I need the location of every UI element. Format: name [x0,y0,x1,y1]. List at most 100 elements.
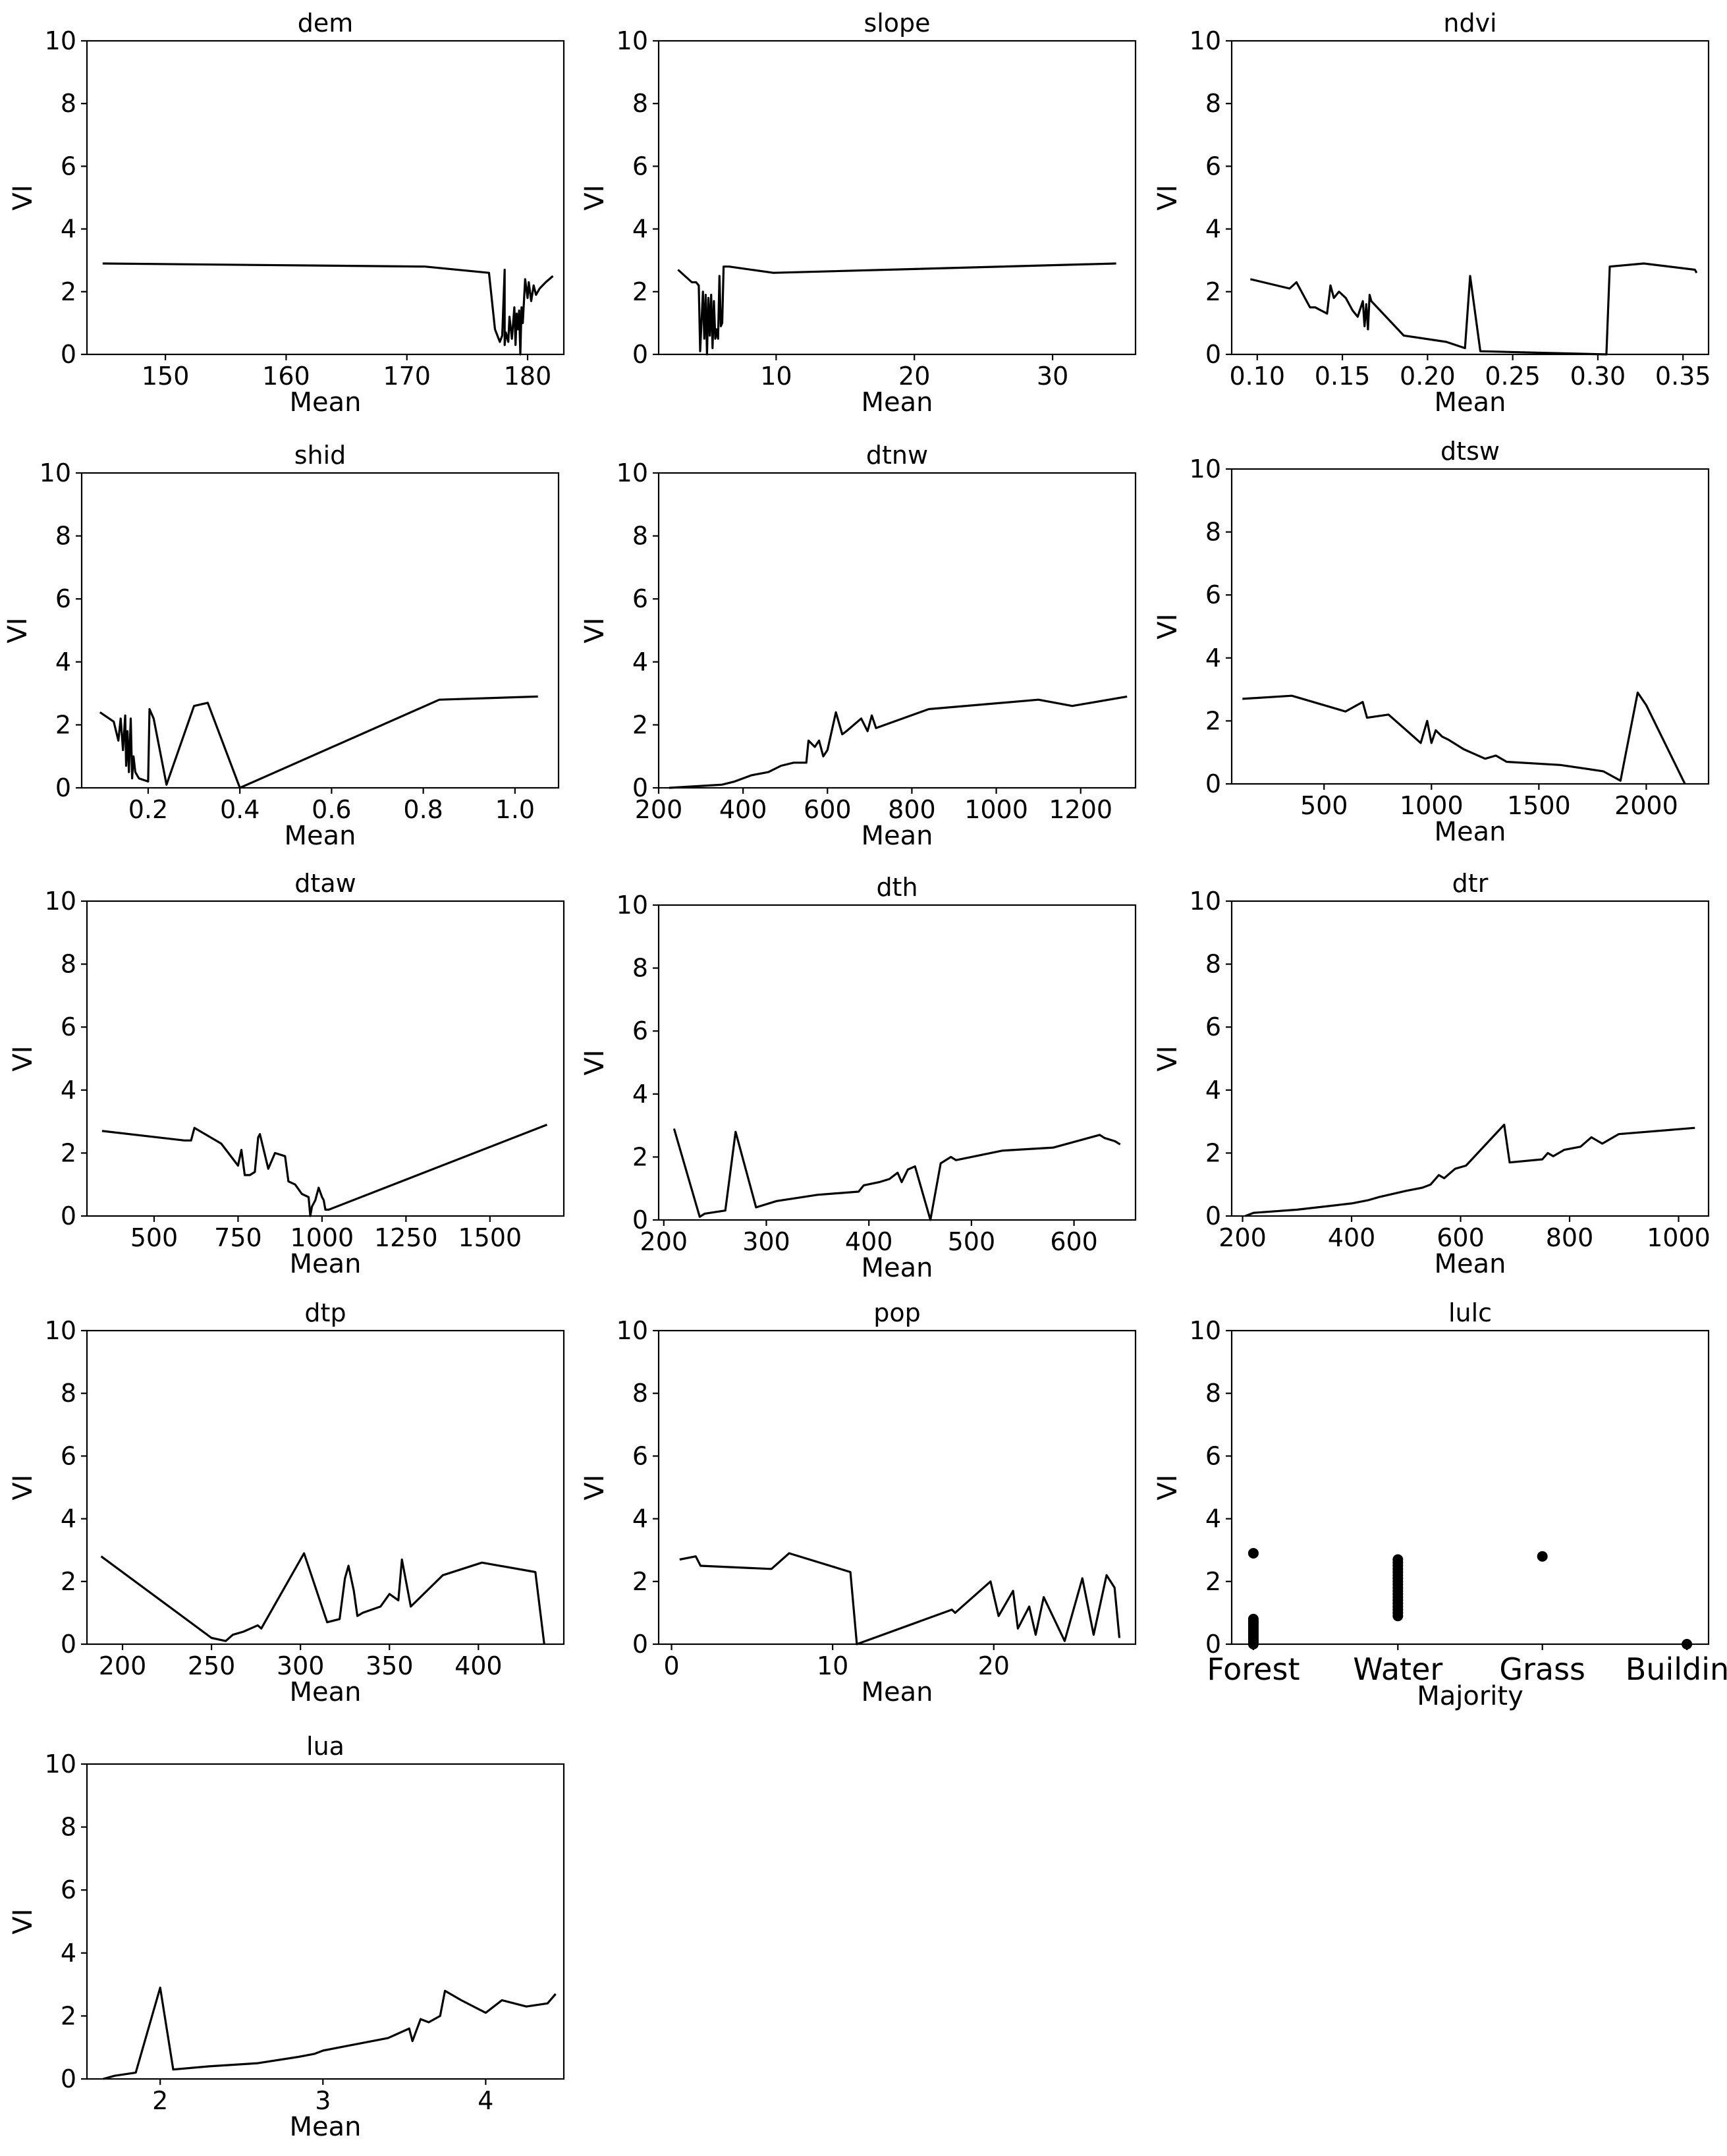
y-tick-label: 6 [1205,1012,1221,1041]
y-tick-label: 2 [1205,1138,1221,1167]
y-tick-label: 0 [61,1202,76,1230]
chart-title: lulc [1448,1298,1492,1327]
plot-frame [657,40,1137,356]
y-tick-label: 4 [632,1080,648,1109]
plot-frame [80,472,560,789]
y-tick-label: 0 [632,1205,648,1234]
plot-frame [86,1329,565,1645]
y-tick-label: 8 [1205,518,1221,547]
chart-title: dtsw [1440,437,1500,466]
y-axis-label: VI [580,1049,610,1075]
x-tick-label: 2000 [1614,791,1678,820]
series-line [102,262,554,356]
y-axis-label: VI [1153,1474,1183,1500]
series-line [672,1128,1121,1221]
panel-lua: lua 0 2 4 6 8 10 VI 2 3 4 Mean [8,1732,565,2142]
series-line [99,695,538,789]
scatter-point [1682,1639,1693,1649]
y-tick-label: 10 [45,1750,76,1779]
y-axis-label: VI [8,1474,38,1500]
y-tick-label: 0 [632,773,648,802]
plot-frame [1230,1329,1710,1645]
chart-title: shid [294,441,346,470]
y-tick-label: 10 [45,26,76,55]
y-tick-label: 8 [61,950,76,979]
y-tick-label: 0 [61,2064,76,2093]
y-tick-label: 10 [1190,26,1221,55]
series-line [1245,1123,1695,1217]
y-tick-label: 8 [632,1379,648,1408]
x-tick-label: 30 [1037,362,1068,391]
y-tick-label: 6 [632,584,648,613]
x-axis-label: Mean [1435,1249,1506,1279]
y-axis-label: VI [8,1908,38,1934]
y-axis-label: VI [580,617,610,643]
y-tick-label: 4 [1205,1505,1221,1534]
x-axis-label: Mean [1435,387,1506,418]
x-tick-label: 500 [948,1227,996,1256]
x-tick-label: 160 [262,362,310,391]
y-tick-label: 4 [632,215,648,244]
y-tick-label: 6 [55,584,71,613]
x-tick-label: 800 [1546,1223,1594,1252]
y-tick-label: 0 [61,1630,76,1659]
x-tick-label: 0.20 [1400,362,1456,391]
x-tick-label: 200 [1219,1223,1267,1252]
x-axis-label: Mean [285,821,356,851]
series-line [101,1123,548,1217]
y-tick-label: 8 [61,1813,76,1842]
plot-frame [86,1763,565,2080]
y-tick-label: 6 [1205,580,1221,609]
y-tick-label: 2 [1205,1567,1221,1596]
x-tick-label: 250 [188,1651,236,1680]
y-tick-label: 8 [632,954,648,983]
y-tick-label: 8 [1205,89,1221,118]
chart-title: dtp [304,1298,346,1327]
x-tick-label: 800 [888,795,936,824]
x-tick-label: 0.6 [312,795,351,824]
panel-dtp: dtp 0 2 4 6 8 10 VI 200 250 300 350 400 Mean [8,1298,565,1707]
y-tick-label: 2 [61,1567,76,1596]
scatter-point [1537,1551,1548,1562]
panel-slope: slope 0 2 4 6 8 10 VI 10 20 30 Mean [580,9,1137,418]
x-tick-label: 400 [454,1651,503,1680]
plot-frame [86,40,565,356]
y-tick-label: 4 [1205,1076,1221,1105]
y-tick-label: 2 [632,1567,648,1596]
chart-title: dem [298,9,354,38]
chart-title: dth [876,873,918,902]
y-tick-label: 8 [1205,1379,1221,1408]
panel-ndvi: ndvi 0 2 4 6 8 10 VI 0.10 0.15 0.20 0.25 0.30 0.35 Mea… [1153,9,1711,418]
x-tick-label: 200 [635,795,683,824]
plot-frame [1230,40,1710,356]
y-tick-label: 0 [61,340,76,369]
series-line [1242,691,1686,785]
series-line [103,1986,557,2080]
y-tick-label: 6 [61,1875,76,1904]
x-tick-label: 20 [898,362,930,391]
y-tick-label: 4 [632,1505,648,1534]
panel-dth: dth 0 2 4 6 8 10 VI 200 300 400 500 600 Mean [580,873,1137,1283]
panel-pop: pop 0 2 4 6 8 10 VI 0 10 20 Mean [580,1298,1137,1707]
x-tick-label: 1500 [458,1223,522,1252]
x-tick-label: 10 [760,362,792,391]
y-tick-label: 0 [55,773,71,802]
y-tick-label: 2 [61,1138,76,1167]
y-tick-label: 8 [632,89,648,118]
y-tick-label: 4 [61,215,76,244]
y-axis-label: VI [1153,613,1183,639]
x-axis-label: Mean [290,2112,362,2142]
x-tick-label: 1000 [290,1223,354,1252]
y-tick-label: 0 [1205,769,1221,798]
y-axis-label: VI [1153,1045,1183,1071]
y-axis-label: VI [8,184,38,210]
x-tick-label: 0.30 [1570,362,1626,391]
y-tick-label: 6 [61,152,76,180]
y-tick-label: 0 [632,1630,648,1659]
y-tick-label: 8 [632,522,648,551]
x-tick-label: 4 [478,2086,493,2115]
y-tick-label: 2 [632,277,648,306]
y-tick-label: 10 [617,26,648,55]
chart-title: slope [864,9,930,38]
